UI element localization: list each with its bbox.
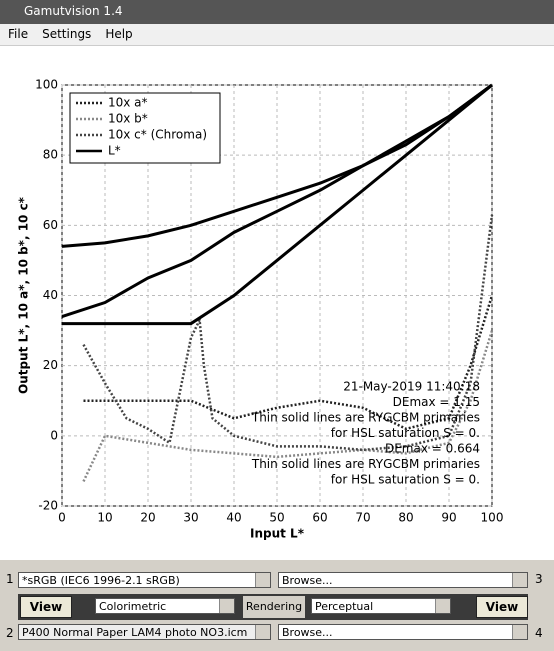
x-tick-label: 70 [355,511,370,525]
data-line [82,330,494,482]
slot-number: 3 [535,572,543,586]
rendering-dropdown[interactable]: Perceptual [311,598,451,614]
legend-label: 10x b* [108,112,148,126]
annotation: DEmax = 1.15 [393,395,480,409]
chart: 0 10 20 30 40 50 60 70 80 90 100-20020406080100Inp… [17,78,504,541]
menu-item[interactable]: Settings [42,27,92,41]
profile-dropdown[interactable]: *sRGB (IEC6 1996-2.1 sRGB) [18,572,271,588]
view-button[interactable]: View [476,596,528,618]
y-tick-label: 80 [43,148,58,162]
rendering-dropdown[interactable]: Colorimetric [95,598,235,614]
data-line [62,83,493,326]
y-axis-label: Output L*, 10 a*, 10 b*, 10 c* [17,196,31,394]
annotation: 21-May-2019 11:40:18 [343,380,480,394]
browse-dropdown[interactable]: Browse... [278,624,528,640]
control-panel: 1 *sRGB (IEC6 1996-2.1 sRGB) Browse... 3… [0,560,554,651]
menu-item[interactable]: File [8,27,29,41]
x-tick-label: 20 [140,511,155,525]
menu-item[interactable]: Help [105,27,133,41]
menu-bar: File Settings Help [0,24,554,46]
slot-number: 2 [6,626,14,640]
y-tick-label: 60 [43,218,58,232]
x-tick-label: 80 [398,511,413,525]
legend-label: 10x c* (Chroma) [108,128,207,142]
y-tick-label: -20 [38,499,58,513]
window-title: Gamutvision 1.4 [24,4,123,18]
title-bar: Gamutvision 1.4 [0,0,554,24]
x-axis-label: Input L* [250,527,305,541]
annotation: for HSL saturation S = 0. [331,426,480,440]
y-tick-label: 0 [50,428,58,442]
x-tick-label: 60 [312,511,327,525]
annotation: Thin solid lines are RYGCBM primaries [251,457,480,471]
x-tick-label: 100 [481,511,504,525]
legend-label: L* [108,144,121,158]
slot-number: 4 [535,626,543,640]
annotation: Thin solid lines are RYGCBM primaries [251,411,480,425]
x-tick-label: 0 [58,511,66,525]
x-tick-label: 90 [441,511,456,525]
x-tick-label: 50 [269,511,284,525]
x-tick-label: 10 [97,511,112,525]
y-tick-label: 20 [43,358,58,372]
legend-label: 10x a* [108,96,148,110]
x-tick-label: 30 [183,511,198,525]
x-tick-label: 40 [226,511,241,525]
slot-number: 1 [6,572,14,586]
data-line [61,83,493,318]
rendering-label: Rendering [243,596,305,618]
data-line [82,214,494,452]
view-button[interactable]: View [20,596,72,618]
y-tick-label: 40 [43,288,58,302]
browse-dropdown[interactable]: Browse... [278,572,528,588]
data-line [61,83,493,248]
annotation: DEmax = 0.664 [385,442,480,456]
y-tick-label: 100 [35,78,58,92]
annotation: for HSL saturation S = 0. [331,473,480,487]
data-line [83,295,494,431]
profile-dropdown[interactable]: P400 Normal Paper LAM4 photo NO3.icm [18,624,271,640]
